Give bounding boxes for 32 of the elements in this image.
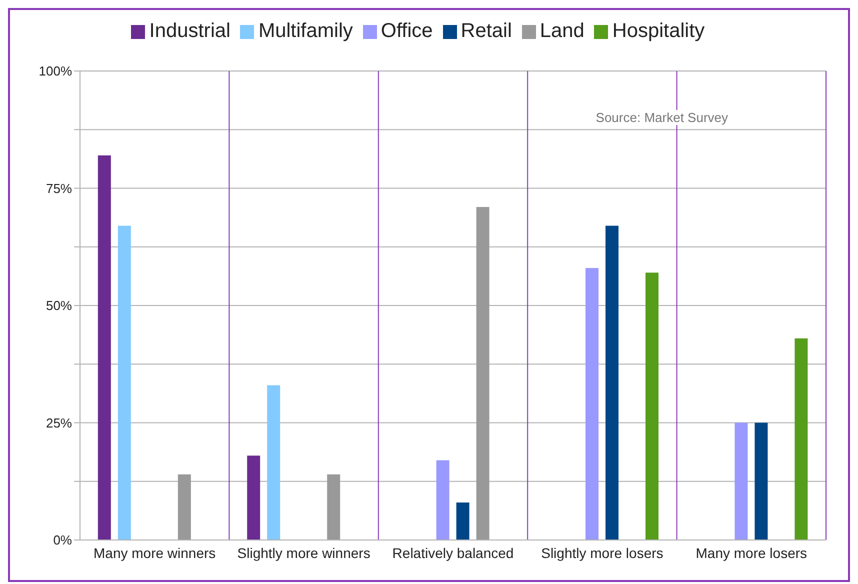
x-tick-label: Many more winners bbox=[94, 544, 216, 561]
y-tick-label: 75% bbox=[46, 180, 72, 196]
y-tick-label: 100% bbox=[38, 64, 72, 79]
x-tick-label: Slightly more losers bbox=[541, 544, 664, 561]
y-tick-label: 25% bbox=[46, 415, 72, 430]
legend-label: Hospitality bbox=[612, 20, 705, 42]
legend-label: Industrial bbox=[149, 20, 230, 42]
bar bbox=[734, 422, 748, 540]
legend-label: Land bbox=[540, 20, 584, 42]
legend-label: Multifamily bbox=[258, 20, 353, 42]
bar bbox=[327, 474, 340, 540]
bar bbox=[646, 272, 659, 540]
bar bbox=[247, 456, 260, 540]
legend-label: Office bbox=[380, 20, 433, 42]
bar bbox=[267, 385, 280, 540]
x-tick-label: Slightly more winners bbox=[237, 544, 370, 561]
bar bbox=[606, 226, 619, 540]
bar bbox=[178, 474, 191, 540]
bar bbox=[456, 502, 470, 540]
x-tick-label: Many more losers bbox=[696, 544, 808, 561]
y-tick-label: 50% bbox=[46, 298, 72, 314]
x-tick-label: Relatively balanced bbox=[392, 544, 514, 561]
annotation: Source: Market Survey bbox=[596, 110, 728, 125]
bar bbox=[118, 226, 131, 540]
bar bbox=[98, 155, 111, 540]
legend-label: Retail bbox=[460, 20, 512, 42]
bar bbox=[476, 207, 490, 540]
bar bbox=[794, 338, 808, 540]
bar bbox=[754, 422, 768, 540]
bar bbox=[436, 460, 450, 540]
y-tick-label: 0% bbox=[53, 532, 72, 548]
bar bbox=[586, 268, 599, 540]
